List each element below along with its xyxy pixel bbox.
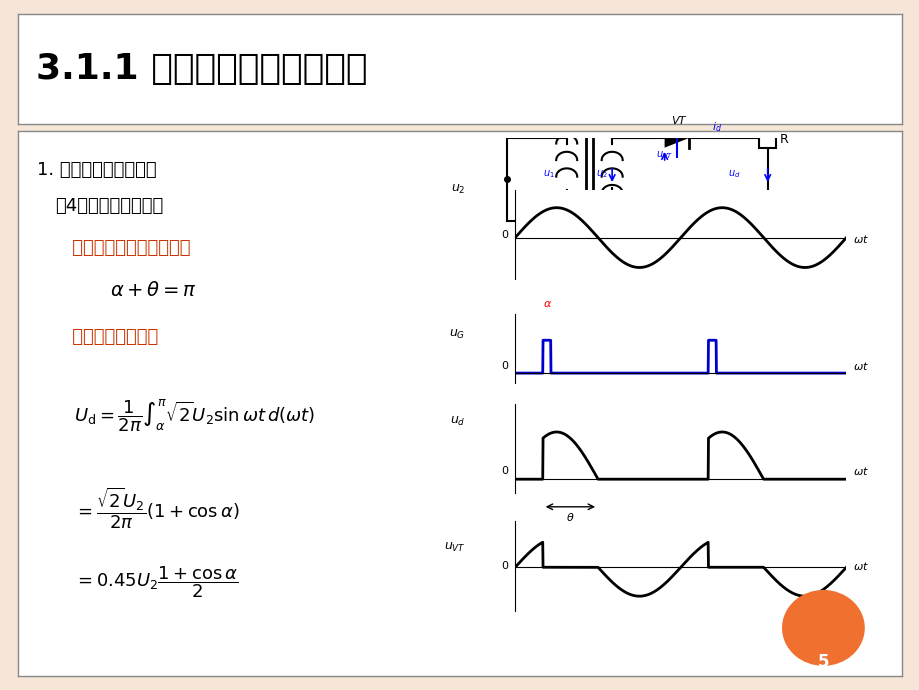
Text: 输出电压平均值：: 输出电压平均值：	[55, 328, 158, 346]
Text: $u_d$: $u_d$	[449, 415, 465, 428]
Text: R: R	[779, 133, 788, 146]
Text: 0: 0	[501, 230, 508, 239]
Text: $u_G$: $u_G$	[448, 328, 465, 341]
Text: 3.1.1 单相半波可控整流电路: 3.1.1 单相半波可控整流电路	[36, 52, 368, 86]
Text: $\omega t$: $\omega t$	[852, 465, 868, 477]
Text: 0: 0	[501, 466, 508, 476]
Text: $\alpha$: $\alpha$	[542, 299, 551, 309]
Text: 触发角和导通角的关系：: 触发角和导通角的关系：	[55, 239, 190, 257]
Text: VT: VT	[671, 116, 685, 126]
Text: 1. 带电阻负载工作情况: 1. 带电阻负载工作情况	[37, 161, 156, 179]
Text: $i_d$: $i_d$	[711, 120, 721, 134]
Text: $u_{VT}$: $u_{VT}$	[655, 149, 673, 161]
Text: $= \dfrac{\sqrt{2}U_2}{2\pi}(1 + \cos\alpha)$: $= \dfrac{\sqrt{2}U_2}{2\pi}(1 + \cos\al…	[74, 486, 239, 531]
Text: $u_d$: $u_d$	[728, 168, 740, 181]
Text: $\omega t$: $\omega t$	[852, 233, 868, 245]
Text: 0: 0	[501, 561, 508, 571]
Text: $u_2$: $u_2$	[450, 184, 465, 196]
Text: $u_2$: $u_2$	[596, 168, 607, 181]
Text: $\theta$: $\theta$	[565, 511, 574, 523]
Text: （4）基本数量关系：: （4）基本数量关系：	[55, 197, 164, 215]
Text: $u_{VT}$: $u_{VT}$	[443, 542, 465, 554]
Polygon shape	[664, 128, 688, 148]
Text: 0: 0	[501, 361, 508, 371]
Bar	[758, 128, 776, 148]
Text: $U_{\mathrm{d}} = \dfrac{1}{2\pi}\int_{\alpha}^{\pi}\sqrt{2}U_2 \sin\omega t\,d(: $U_{\mathrm{d}} = \dfrac{1}{2\pi}\int_{\…	[74, 397, 314, 433]
Text: $\omega t$: $\omega t$	[852, 359, 868, 372]
Text: $u_1$: $u_1$	[543, 168, 554, 181]
Text: $= 0.45U_2\dfrac{1 + \cos\alpha}{2}$: $= 0.45U_2\dfrac{1 + \cos\alpha}{2}$	[74, 564, 238, 600]
Text: $\alpha + \theta = \pi$: $\alpha + \theta = \pi$	[110, 282, 197, 300]
Text: 5: 5	[817, 653, 828, 671]
Text: $\omega t$: $\omega t$	[852, 560, 868, 572]
